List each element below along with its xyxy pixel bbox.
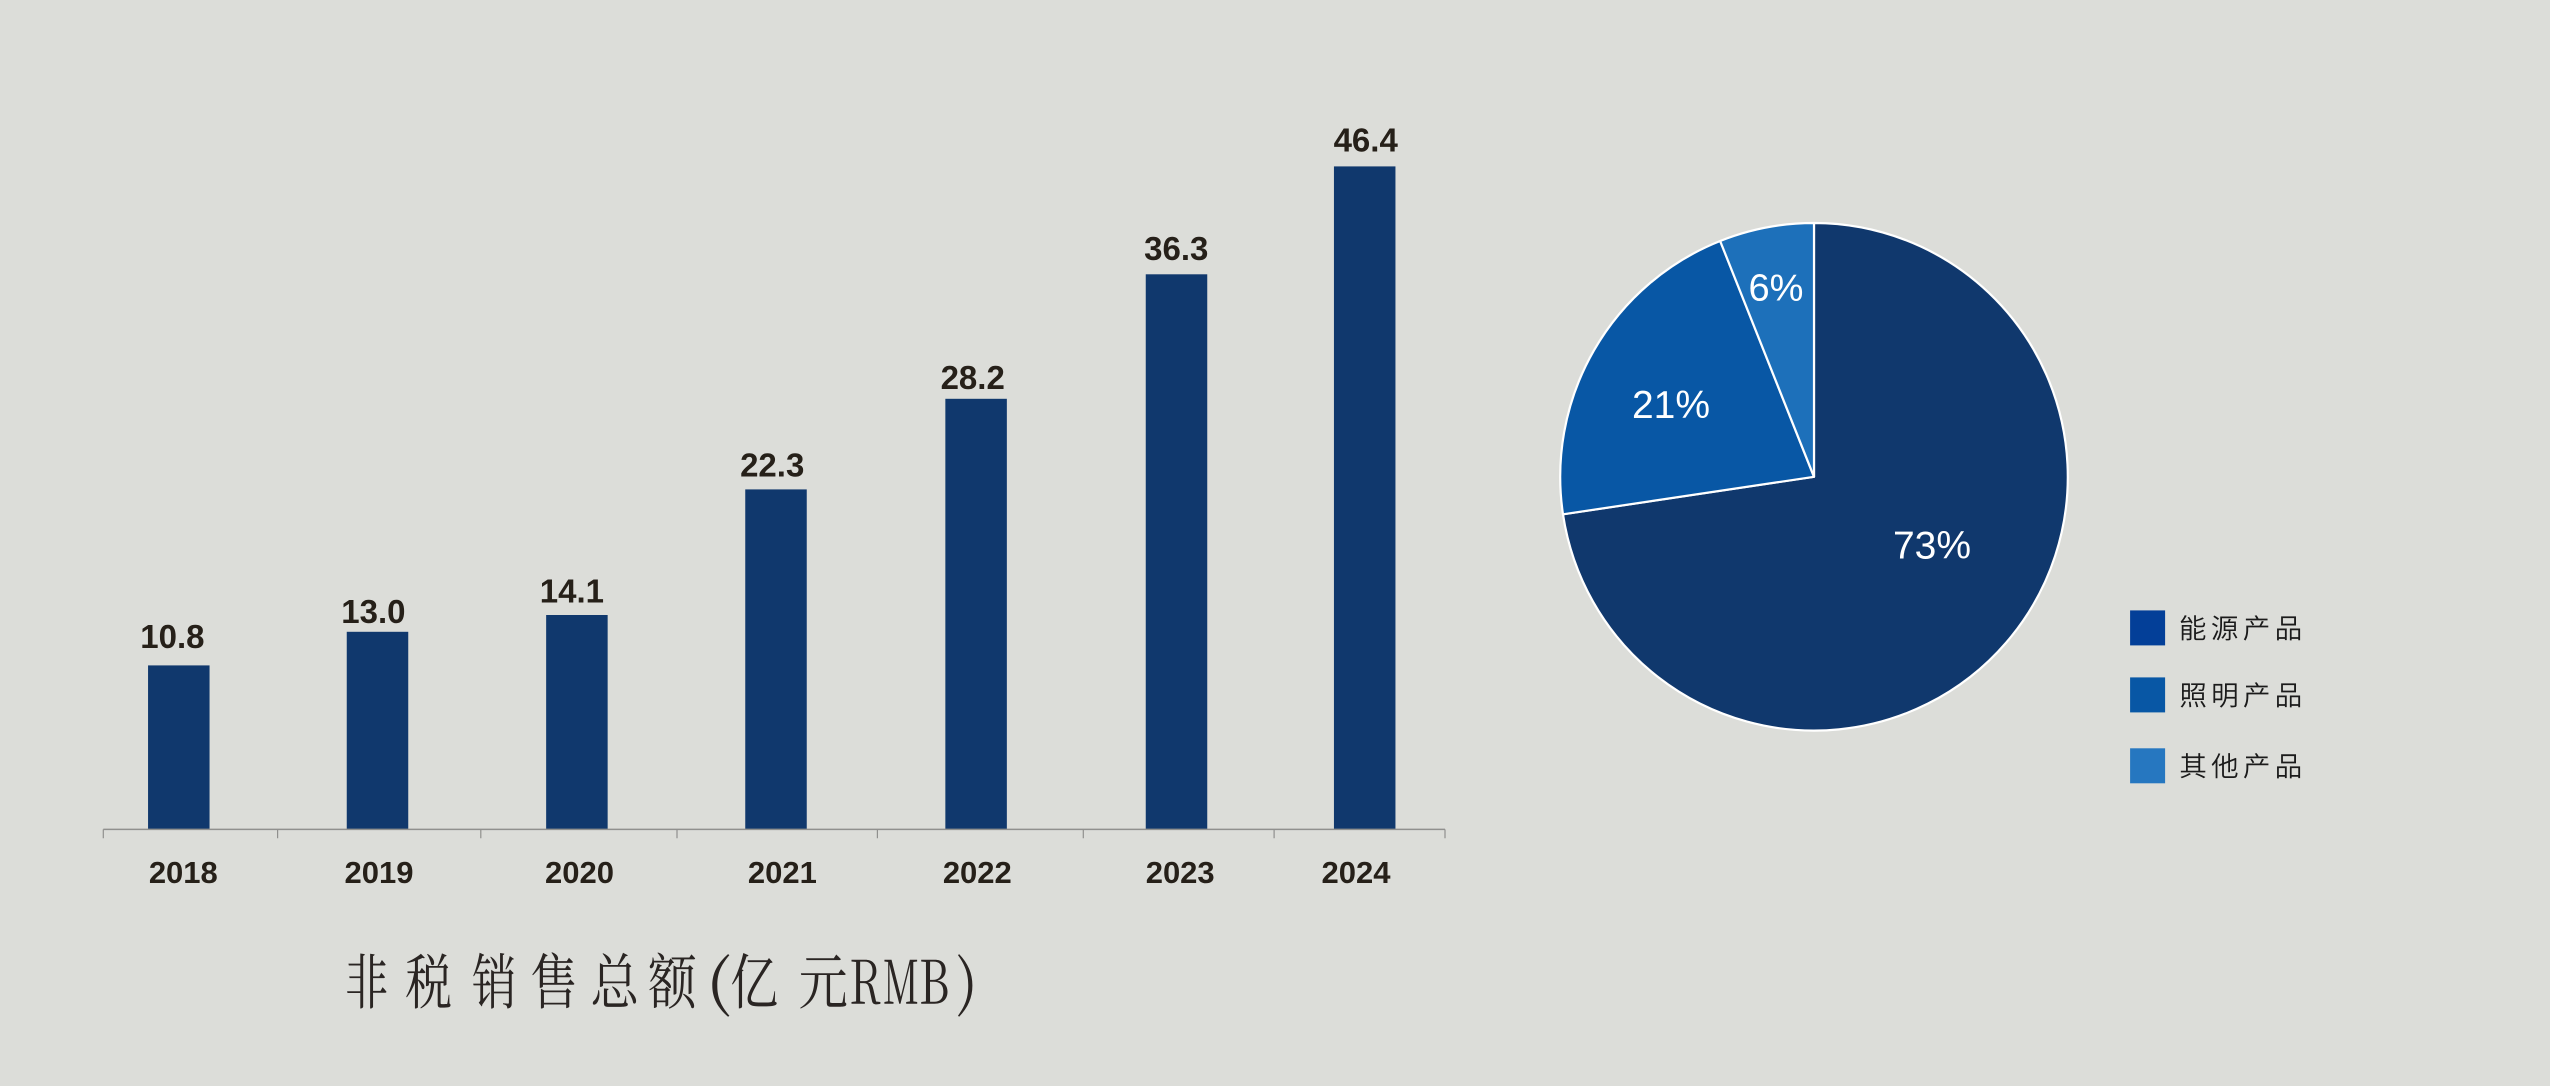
svg-text:2023: 2023 bbox=[1146, 855, 1215, 890]
svg-text:2018: 2018 bbox=[149, 855, 218, 890]
svg-text:46.4: 46.4 bbox=[1334, 122, 1399, 159]
svg-text:10.8: 10.8 bbox=[140, 618, 204, 655]
svg-text:2020: 2020 bbox=[545, 855, 614, 890]
svg-text:28.2: 28.2 bbox=[941, 359, 1005, 396]
svg-text:2024: 2024 bbox=[1322, 855, 1392, 890]
svg-text:21%: 21% bbox=[1632, 384, 1710, 427]
svg-text:2022: 2022 bbox=[943, 855, 1012, 890]
svg-text:36.3: 36.3 bbox=[1144, 230, 1208, 267]
svg-text:22.3: 22.3 bbox=[740, 446, 804, 483]
svg-text:73%: 73% bbox=[1893, 525, 1971, 568]
svg-text:13.0: 13.0 bbox=[341, 593, 405, 630]
svg-text:2019: 2019 bbox=[345, 855, 414, 890]
svg-text:6%: 6% bbox=[1749, 268, 1804, 310]
svg-text:2021: 2021 bbox=[748, 855, 817, 890]
svg-text:14.1: 14.1 bbox=[540, 573, 604, 610]
